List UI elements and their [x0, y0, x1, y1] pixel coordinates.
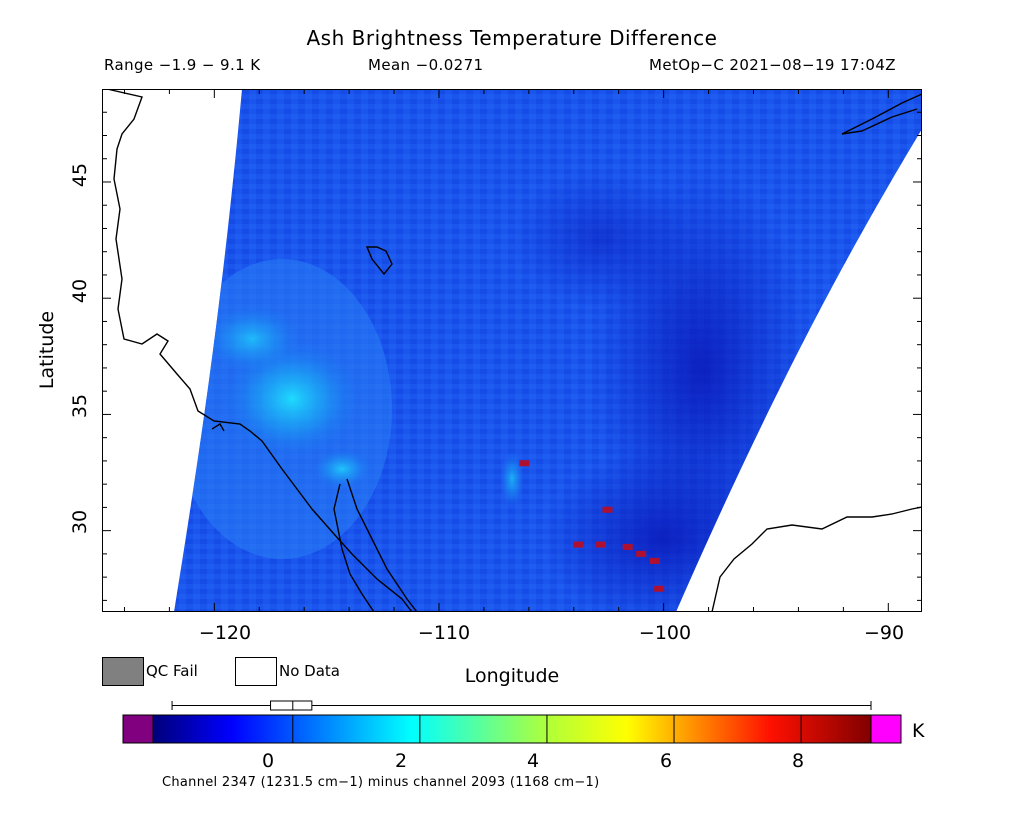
- warm-pixel: [519, 460, 530, 467]
- under-range-swatch: [122, 714, 154, 744]
- colorbar-tick-label: 8: [791, 750, 805, 772]
- boxplot: [171, 700, 872, 711]
- x-tick-label: −120: [198, 622, 252, 644]
- qc-fail-label: QC Fail: [146, 662, 198, 680]
- warm-pixel: [602, 506, 613, 513]
- colorbar: [122, 700, 902, 744]
- colorbar-tick-label: 2: [394, 750, 408, 772]
- colorbar-tick-label: 6: [659, 750, 673, 772]
- coastlines: [106, 89, 922, 612]
- y-axis-label: Latitude: [36, 310, 58, 390]
- warm-pixel: [636, 550, 647, 557]
- no-data-swatch: [235, 657, 277, 686]
- axis-ticks: [102, 89, 922, 612]
- map-plot: [102, 89, 922, 612]
- colorbar-tick-label: 0: [261, 750, 275, 772]
- y-tick-label: 45: [69, 162, 91, 188]
- x-tick-label: −110: [417, 622, 471, 644]
- x-tick-label: −100: [638, 622, 692, 644]
- data-swath: [174, 89, 922, 612]
- warm-pixel: [595, 541, 606, 548]
- channel-footnote: Channel 2347 (1231.5 cm−1) minus channel…: [162, 775, 600, 790]
- over-range-swatch: [870, 714, 902, 744]
- x-axis-label: Longitude: [464, 665, 560, 687]
- y-tick-label: 40: [69, 278, 91, 304]
- warm-pixel: [573, 541, 584, 548]
- no-data-label: No Data: [279, 662, 340, 680]
- colorbar-ticks: [292, 715, 802, 743]
- colorbar-unit: K: [912, 720, 925, 742]
- y-tick-label: 35: [69, 393, 91, 419]
- mean-text: Mean −0.0271: [368, 56, 484, 74]
- warm-pixel-group: [519, 460, 665, 592]
- warm-pixel: [654, 585, 665, 592]
- warm-pixel: [649, 557, 660, 564]
- qc-fail-swatch: [102, 657, 144, 686]
- map-frame: [102, 89, 922, 612]
- y-tick-label: 30: [69, 509, 91, 535]
- x-tick-label: −90: [863, 622, 905, 644]
- range-text: Range −1.9 − 9.1 K: [104, 56, 261, 74]
- satellite-time-text: MetOp−C 2021−08−19 17:04Z: [649, 56, 896, 74]
- figure-title: Ash Brightness Temperature Difference: [306, 26, 718, 50]
- colorbar-gradient: [152, 714, 872, 744]
- warm-pixel: [622, 543, 633, 550]
- colorbar-tick-label: 4: [526, 750, 540, 772]
